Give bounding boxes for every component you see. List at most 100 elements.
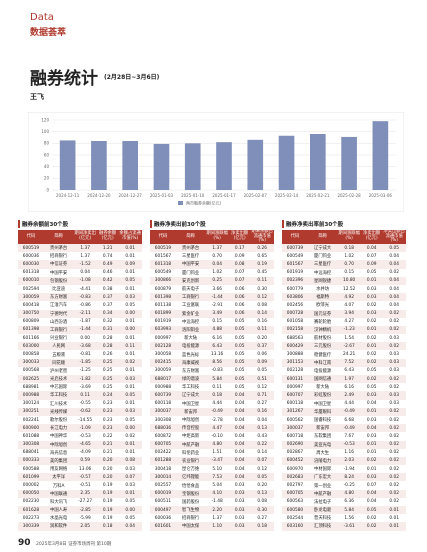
- table-title: 融券净卖出前30个股: [150, 220, 206, 228]
- cell: 0.19: [102, 499, 113, 505]
- cell: 0.04: [360, 244, 383, 253]
- row: 000333 美的集团 0.59 0.20 0.08: [18, 456, 142, 466]
- cell: 0.07: [366, 253, 377, 259]
- cell: 688981: [22, 384, 40, 390]
- cell: -1.23: [337, 325, 361, 335]
- cell: 0.00: [118, 309, 142, 318]
- cell: 0.04: [389, 302, 399, 308]
- cell: 中国平安: [175, 260, 206, 269]
- cell: 中国神华: [50, 434, 68, 440]
- cell: 0.04: [205, 260, 229, 269]
- cell: 0.04: [257, 417, 267, 423]
- cell: 0.59: [73, 456, 97, 466]
- row: 600779 水井坊 12.52 0.03 0.04: [282, 285, 406, 293]
- cell: 赛轮轮胎: [314, 319, 332, 325]
- cell: 600739: [150, 391, 176, 400]
- cell: 3.49: [205, 309, 229, 318]
- row: 300124 汇川技术 -0.55 0.23 0.01: [18, 400, 142, 408]
- row: 600418 江淮汽车 -0.86 0.37 0.05: [18, 301, 142, 309]
- cell: -3.69: [79, 384, 91, 390]
- cell: 0.51: [250, 375, 274, 384]
- row: 600519 贵州茅台 1.37 1.21 0.01: [18, 244, 142, 253]
- bar: [153, 143, 170, 190]
- cell: 2.49: [337, 391, 361, 400]
- cell: 华工科技: [43, 391, 74, 400]
- cell: 国元证券: [307, 309, 338, 318]
- cell: 688017: [150, 375, 176, 384]
- y-tick-label: 0: [46, 187, 49, 192]
- cell: 301153: [282, 358, 308, 367]
- cell: 0.01: [125, 286, 135, 292]
- cell: 600452: [282, 456, 308, 466]
- cell: 0.04: [389, 253, 399, 259]
- row: 688041 海光信息 -4.09 0.21 0.01: [18, 449, 142, 457]
- row: 601919 中远海控 0.15 0.05 0.16: [150, 318, 274, 326]
- cell: 0.07: [366, 483, 377, 489]
- column-header: 代码: [150, 230, 176, 244]
- cell: 0.70: [212, 253, 222, 259]
- cell: 0.18: [337, 244, 361, 253]
- cell: 0.22: [102, 433, 113, 439]
- cell: 300037: [150, 407, 176, 416]
- cell: 0.21: [96, 440, 119, 449]
- cell: 0.05: [228, 342, 251, 351]
- cell: 包钢股份: [43, 276, 74, 285]
- cell: 0.03: [360, 391, 383, 400]
- cell: 0.23: [96, 407, 119, 416]
- row: 600705 中航产融 4.80 0.04 0.22: [150, 440, 274, 449]
- cell: -0.49: [205, 407, 229, 416]
- cell: 0.05: [118, 391, 142, 400]
- cell: 0.05: [228, 375, 251, 384]
- cell: 0.03: [366, 433, 377, 439]
- cell: 0.15: [212, 319, 222, 325]
- cell: 0.19: [96, 506, 119, 515]
- cell: 0.30: [250, 506, 274, 515]
- column-header: 融券余额(亿元): [96, 230, 119, 244]
- cell: 0.05: [125, 515, 135, 521]
- cell: 002867: [286, 450, 304, 456]
- bar: [91, 141, 107, 190]
- cell: 0.02: [389, 466, 399, 472]
- cell: 0.03: [389, 401, 399, 407]
- cell: 0.02: [389, 433, 399, 439]
- cell: 中芯国际: [50, 385, 68, 391]
- cell: 0.25: [96, 358, 119, 367]
- cell: 300033: [18, 358, 44, 367]
- cell: 三元股份: [307, 342, 338, 351]
- cell: 600118: [154, 401, 172, 407]
- cell: 1.02: [344, 253, 354, 259]
- column-header: 期间净卖出(亿元): [73, 230, 97, 244]
- cell: 欧菲光: [316, 303, 330, 309]
- cell: 0.42: [96, 276, 119, 285]
- row: 601318 中国平安 0.04 0.08 0.19: [150, 260, 274, 269]
- cell: 0.01: [382, 506, 406, 515]
- x-tick-label: 2025-02-14: [275, 193, 299, 198]
- row: 300339 润和软件 2.05 0.18 0.04: [18, 522, 142, 531]
- cell: 13.06: [78, 466, 92, 472]
- cell: 7.52: [337, 358, 361, 367]
- cell: 600019: [150, 489, 176, 498]
- row: 601628 中国人寿 -2.85 0.19 0.00: [18, 506, 142, 515]
- cell: 600050: [18, 489, 44, 498]
- y-tick-label: 20: [44, 176, 50, 181]
- cell: 新宙邦: [307, 424, 338, 433]
- cell: 电投能源: [175, 342, 206, 351]
- cell: 0.05: [234, 352, 245, 358]
- cell: 600549: [286, 253, 304, 259]
- cell: 法拉电子: [314, 499, 332, 505]
- cell: 电投能源: [314, 368, 332, 374]
- cell: 中际旭创: [43, 440, 74, 449]
- cell: 蓝色光标: [182, 352, 200, 358]
- cell: 新大陆: [316, 385, 330, 391]
- table-title: 融券净卖出率前30个股: [282, 220, 343, 228]
- cell: 0.49: [96, 260, 119, 269]
- cell: 301267: [282, 407, 308, 416]
- row: 600118 中国卫星 4.44 0.04 0.03: [282, 400, 406, 408]
- cell: 603000: [18, 342, 44, 351]
- cell: -4.65: [73, 440, 97, 449]
- cell: 厦门钨业: [182, 270, 200, 276]
- cell: 中航产融: [175, 440, 206, 449]
- cell: 万科A: [52, 483, 65, 489]
- cell: 0.04: [234, 450, 245, 456]
